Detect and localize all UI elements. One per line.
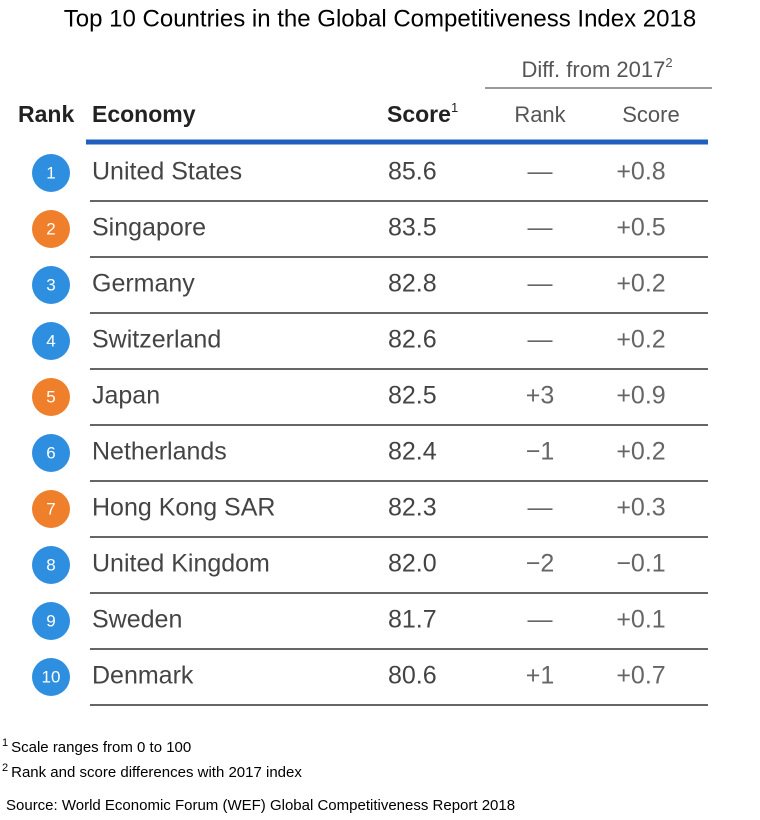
rank-badge — [32, 378, 70, 416]
rank-diff: — — [528, 270, 553, 298]
economy: United Kingdom — [92, 550, 270, 578]
header: Rank — [514, 102, 566, 127]
group-header: Diff. from 20172 — [521, 55, 672, 81]
rank: 10 — [42, 667, 61, 686]
economy: Switzerland — [92, 326, 221, 354]
score-diff: +0.3 — [616, 494, 665, 522]
header: Economy — [92, 101, 196, 127]
economy: Germany — [92, 270, 195, 298]
economy: Denmark — [92, 662, 194, 690]
economy: Sweden — [92, 606, 182, 634]
score: 82.5 — [388, 382, 437, 410]
header-text: Score — [387, 101, 451, 127]
title: Top 10 Countries in the Global Competiti… — [64, 5, 696, 32]
table-body: 1 United States 85.6 — +0.8 2 Singapore 83.5 — +0… — [32, 154, 708, 706]
rank: 5 — [46, 387, 55, 406]
rank-badge — [32, 322, 70, 360]
header: Score — [622, 102, 679, 127]
group-header-note: 2 — [665, 55, 672, 70]
footnote: 2 Rank and score differences with 2017 in… — [2, 762, 302, 781]
header: Score1 — [387, 100, 458, 127]
score: 80.6 — [388, 662, 437, 690]
rank: 2 — [46, 219, 55, 238]
rank: 1 — [46, 163, 55, 182]
score-diff: +0.2 — [616, 326, 665, 354]
rank-badge — [32, 154, 70, 192]
score: 82.8 — [388, 270, 437, 298]
footnote-mark: 2 — [2, 762, 8, 774]
rank-badge — [32, 602, 70, 640]
economy: United States — [92, 158, 242, 186]
header: Rank — [18, 101, 74, 127]
score: 82.6 — [388, 326, 437, 354]
rank: 9 — [46, 611, 55, 630]
score: 82.3 — [388, 494, 437, 522]
score-diff: +0.9 — [616, 382, 665, 410]
rank-badge — [32, 490, 70, 528]
rank-diff: — — [528, 326, 553, 354]
rank-badge — [32, 434, 70, 472]
rank: 8 — [46, 555, 55, 574]
score-diff: −0.1 — [616, 550, 665, 578]
score: 85.6 — [388, 158, 437, 186]
score: 82.0 — [388, 550, 437, 578]
rank-diff: −1 — [526, 438, 555, 466]
rank: 6 — [46, 443, 55, 462]
header-note: 1 — [451, 100, 458, 115]
rank-badge — [32, 546, 70, 584]
rank-diff: −2 — [526, 550, 555, 578]
rank-diff: +3 — [526, 382, 555, 410]
footnote-mark: 1 — [2, 737, 8, 749]
score: 81.7 — [388, 606, 437, 634]
score-diff: +0.7 — [616, 662, 665, 690]
group-header-text: Diff. from 2017 — [521, 57, 665, 82]
footnote-text: Scale ranges from 0 to 100 — [11, 739, 191, 756]
score-diff: +0.5 — [616, 214, 665, 242]
rank-diff: +1 — [526, 662, 555, 690]
rank: 7 — [46, 499, 55, 518]
rank-diff: — — [528, 494, 553, 522]
economy: Netherlands — [92, 438, 227, 466]
score-diff: +0.2 — [616, 270, 665, 298]
rank-diff: — — [528, 214, 553, 242]
score-diff: +0.2 — [616, 438, 665, 466]
rank-diff: — — [528, 606, 553, 634]
score-diff: +0.8 — [616, 158, 665, 186]
economy: Japan — [92, 382, 160, 410]
rank-diff: — — [528, 158, 553, 186]
rank-badge — [32, 266, 70, 304]
rank: 4 — [46, 331, 55, 350]
score: 82.4 — [388, 438, 437, 466]
economy: Singapore — [92, 214, 206, 242]
footnote-text: Rank and score differences with 2017 ind… — [11, 764, 302, 781]
rank: 3 — [46, 275, 55, 294]
economy: Hong Kong SAR — [92, 494, 275, 522]
score-diff: +0.1 — [616, 606, 665, 634]
rank-badge — [32, 210, 70, 248]
footnote: 1 Scale ranges from 0 to 100 — [2, 737, 191, 756]
score: 83.5 — [388, 214, 437, 242]
rank-badge — [32, 658, 70, 696]
source: Source: World Economic Forum (WEF) Globa… — [6, 797, 515, 814]
